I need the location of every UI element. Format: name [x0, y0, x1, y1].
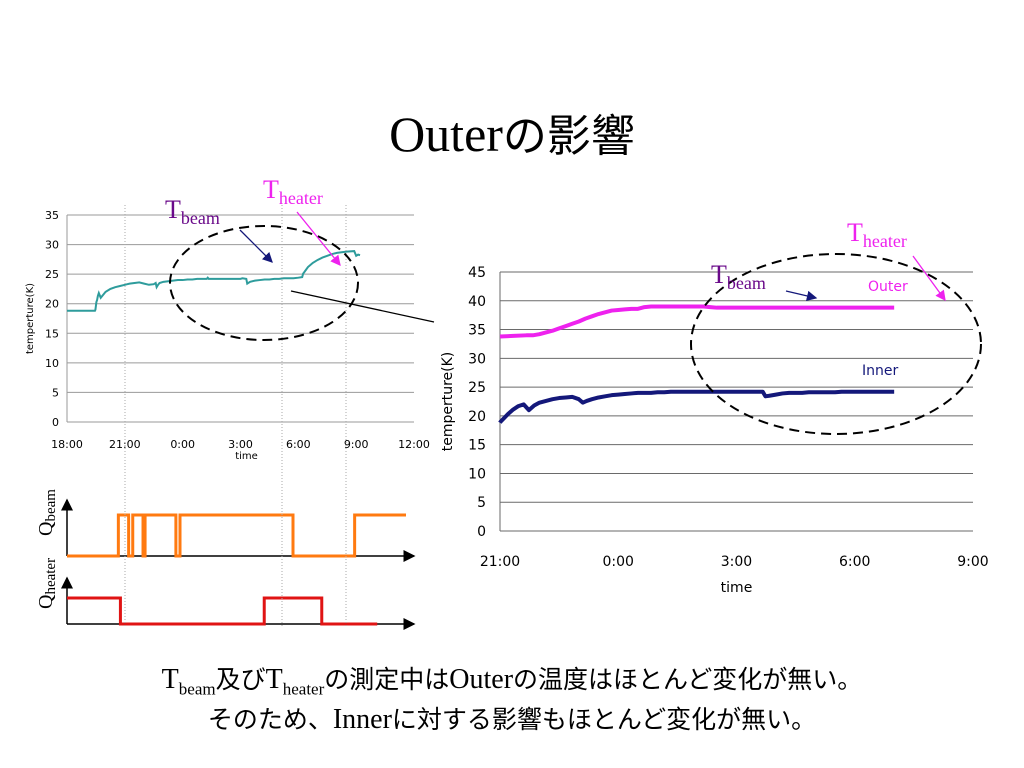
series-label-outer: Outer: [868, 279, 908, 295]
x-tick-label: 9:00: [957, 554, 988, 570]
annotation-t-heater-right: Theater: [847, 218, 907, 251]
y-tick-label: 20: [468, 409, 486, 425]
caption-t2-sub: heater: [282, 679, 325, 699]
caption-line-1: Tbeam及びTheaterの測定中はOuterの温度はほとんど変化が無い。: [0, 660, 1024, 700]
x-tick-label: 6:00: [286, 438, 311, 451]
right-temperature-chart: 0 5 10 15 20 25 30 35 40 45 21:00 0:00 3:00 6:00 9:00 t…: [440, 265, 989, 596]
teal-series-line: [67, 250, 361, 312]
caption-jp2: の測定中は: [324, 665, 450, 694]
y-axis-label: temperture(K): [25, 283, 36, 354]
arrow-t-heater-left: [296, 211, 341, 267]
x-tick-label: 0:00: [603, 554, 634, 570]
y-tick-label: 0: [477, 524, 486, 540]
slide-title-latin: Outer: [389, 106, 503, 162]
y-tick-label: 45: [468, 265, 486, 281]
y-axis-label: Qbeam: [35, 489, 59, 536]
y-tick-label: 5: [52, 386, 59, 399]
x-tick-label: 18:00: [51, 438, 83, 451]
y-tick-label: 10: [45, 357, 59, 370]
y-axis-label: Qheater: [35, 558, 59, 609]
x-tick-label: 6:00: [839, 554, 870, 570]
slide-title: Outerの影響: [0, 100, 1024, 164]
annotation-overlay: Tbeam Theater Tbeam Theater: [124, 175, 982, 628]
q-beam-chart: Qbeam: [35, 489, 416, 562]
caption-line-2: そのため、Innerに対する影響もほとんど変化が無い。: [0, 700, 1024, 736]
y-tick-label: 30: [45, 239, 59, 252]
arrow-t-beam-left: [239, 229, 273, 263]
highlight-ellipse-right: [690, 253, 982, 435]
highlight-ellipse-left: [169, 225, 359, 341]
caption-t1-sub: beam: [178, 679, 216, 699]
caption-jp1: 及び: [215, 665, 266, 694]
caption-jp3: の温度はほとんど変化が無い。: [513, 665, 863, 694]
y-tick-label: 25: [45, 268, 59, 281]
left-temperature-chart: 0 5 10 15 20 25 30 35 18:00 21:00 0:00 3:00 6:00 9:00…: [25, 209, 430, 462]
x-tick-label: 3:00: [721, 554, 752, 570]
pulse-series-line: [67, 513, 406, 558]
annotation-t-beam-left: Tbeam: [165, 195, 220, 228]
y-tick-label: 0: [52, 416, 59, 429]
y-axis-label: temperture(K): [440, 352, 456, 452]
slide-title-japanese: の影響: [502, 111, 635, 162]
x-tick-label: 0:00: [170, 438, 195, 451]
y-tick-label: 25: [468, 380, 486, 396]
y-tick-label: 15: [468, 438, 486, 454]
arrow-t-heater-right: [912, 255, 946, 302]
arrow-t-beam-right: [785, 290, 818, 301]
y-tick-label: 30: [468, 351, 486, 367]
series-line-outer: [499, 304, 895, 339]
series-line-inner: [498, 389, 895, 424]
annotation-t-beam-right: Tbeam: [711, 260, 766, 293]
caption-t2: T: [265, 664, 283, 695]
x-tick-label: 21:00: [109, 438, 141, 451]
x-tick-label: 3:00: [228, 438, 253, 451]
q-heater-chart: Qheater: [35, 558, 416, 630]
series-label-inner: Inner: [862, 363, 898, 379]
y-tick-label: 35: [45, 209, 59, 222]
caption-inner: Inner: [332, 704, 392, 735]
y-tick-label: 5: [477, 495, 486, 511]
connector-line: [290, 290, 435, 323]
caption-outer: Outer: [449, 664, 514, 695]
x-tick-label: 9:00: [344, 438, 369, 451]
x-tick-label: 21:00: [480, 554, 520, 570]
x-axis-label: time: [721, 580, 753, 596]
caption-jp4: そのため、: [207, 705, 333, 734]
y-tick-label: 10: [468, 466, 486, 482]
x-tick-label: 12:00: [398, 438, 430, 451]
caption-jp5: に対する影響もほとんど変化が無い。: [391, 705, 817, 734]
pulse-series-line: [67, 596, 378, 626]
y-tick-label: 15: [45, 327, 59, 340]
y-tick-label: 40: [468, 294, 486, 310]
y-tick-label: 35: [468, 323, 486, 339]
y-tick-label: 20: [45, 298, 59, 311]
x-axis-label: time: [235, 451, 258, 462]
caption-t1: T: [161, 664, 179, 695]
annotation-t-heater-left: Theater: [263, 175, 323, 208]
